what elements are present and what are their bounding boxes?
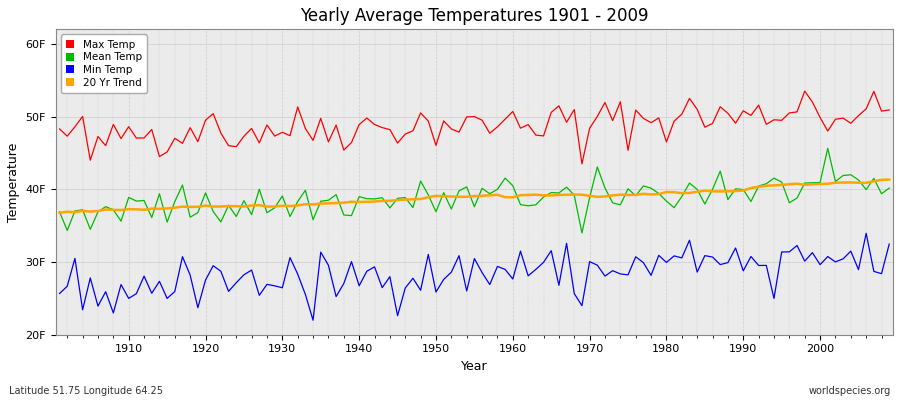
Text: worldspecies.org: worldspecies.org bbox=[809, 386, 891, 396]
Legend: Max Temp, Mean Temp, Min Temp, 20 Yr Trend: Max Temp, Mean Temp, Min Temp, 20 Yr Tre… bbox=[61, 34, 147, 93]
Text: Latitude 51.75 Longitude 64.25: Latitude 51.75 Longitude 64.25 bbox=[9, 386, 163, 396]
Title: Yearly Average Temperatures 1901 - 2009: Yearly Average Temperatures 1901 - 2009 bbox=[300, 7, 649, 25]
X-axis label: Year: Year bbox=[461, 360, 488, 373]
Y-axis label: Temperature: Temperature bbox=[7, 142, 20, 222]
